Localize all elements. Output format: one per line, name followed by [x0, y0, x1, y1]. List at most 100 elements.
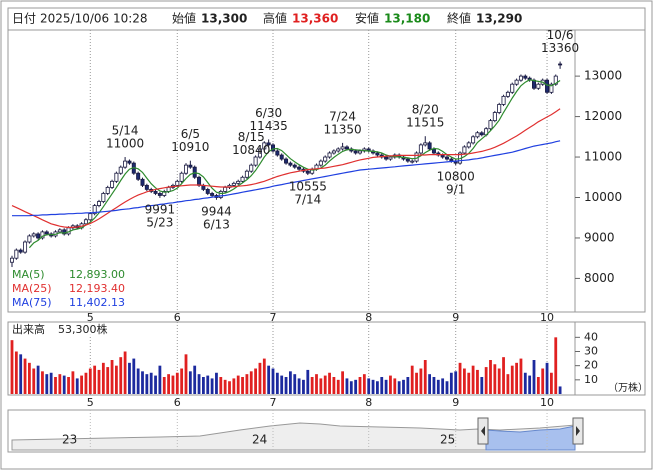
x-tick-label: 8: [365, 311, 372, 324]
volume-bar: [497, 368, 501, 394]
candle-body: [344, 146, 349, 150]
annotation-date: 6/13: [203, 217, 230, 231]
candle-body: [466, 142, 471, 148]
candle-body: [62, 229, 67, 235]
volume-bar: [80, 375, 83, 394]
candle-body: [545, 79, 550, 93]
volume-bar: [376, 381, 379, 394]
candle-body: [279, 154, 284, 160]
volume-bar: [175, 372, 179, 394]
volume-bar: [441, 378, 445, 394]
candle-body: [57, 229, 62, 233]
y-tick-label: 8000: [584, 271, 615, 285]
volume-bar: [402, 379, 405, 394]
volume-bar: [454, 371, 458, 394]
volume-bar: [10, 340, 14, 394]
handle-arrow: [576, 426, 580, 436]
volume-title: 出来高: [12, 322, 45, 336]
y-tick-label: 9000: [584, 230, 615, 244]
candle-body: [183, 164, 188, 174]
volume-bar: [115, 365, 118, 394]
volume-bar: [519, 358, 523, 394]
candle-body: [257, 148, 262, 158]
volume-bar: [467, 372, 471, 394]
candle-body: [497, 104, 502, 113]
candle-body: [270, 144, 275, 152]
volume-bar: [62, 375, 66, 394]
volume-bar: [349, 381, 353, 394]
volume-bar: [162, 377, 166, 394]
volume-bar: [384, 379, 388, 394]
x-tick-label: 7: [270, 396, 277, 409]
volume-bar: [371, 379, 375, 394]
candle-body: [18, 249, 23, 253]
volume-bar: [275, 372, 279, 394]
volume-bar: [532, 360, 536, 394]
volume-bar: [302, 379, 305, 394]
volume-bar: [423, 360, 427, 394]
volume-bar: [354, 379, 358, 394]
volume-bar: [58, 374, 62, 394]
close: 13,290: [476, 12, 522, 26]
candle-body: [110, 180, 115, 188]
candle-body: [40, 231, 45, 239]
volume-bar: [67, 377, 70, 394]
candle-body: [114, 172, 119, 182]
volume-bar: [14, 351, 18, 394]
candle-body: [292, 164, 297, 168]
candle-body: [514, 79, 519, 85]
volume-bar: [397, 381, 401, 394]
candle-body: [249, 164, 254, 172]
volume-bar: [406, 377, 410, 394]
volume-bar: [284, 377, 288, 394]
candle-body: [188, 164, 193, 168]
volume-bar: [49, 372, 53, 394]
navigator-window[interactable]: [485, 425, 576, 451]
volume-bar: [310, 377, 314, 394]
y-tick-label: 13000: [584, 69, 622, 83]
volume-bar: [389, 375, 392, 394]
annotation-value: 13360: [541, 41, 579, 55]
volume-bar: [167, 374, 170, 394]
volume-bar: [106, 367, 110, 394]
volume-bar: [54, 377, 57, 394]
volume-bar: [480, 377, 484, 394]
volume-bar: [315, 374, 318, 394]
candle-body: [23, 241, 28, 253]
candle-body: [92, 205, 97, 215]
open: 13,300: [201, 12, 247, 26]
candle-body: [231, 182, 236, 186]
volume-unit: （万株）: [608, 381, 648, 394]
candle-body: [353, 150, 358, 154]
annotation-value: 9944: [201, 204, 232, 218]
candle-body: [523, 75, 528, 79]
candle-body: [427, 142, 432, 150]
volume-bar: [202, 377, 205, 394]
volume-bar: [328, 372, 331, 394]
volume-bar: [332, 377, 336, 394]
volume-bar: [254, 368, 257, 394]
candle-body: [488, 120, 493, 130]
candle-body: [140, 178, 145, 186]
handle-arrow: [481, 426, 485, 436]
high: 13,360: [292, 12, 338, 26]
volume-bar: [110, 360, 114, 394]
volume-bar: [75, 378, 79, 394]
volume-bar: [219, 377, 223, 394]
annotation-value: 10840: [232, 143, 270, 157]
candle-body: [83, 219, 88, 225]
annotation-value: 11515: [406, 116, 444, 130]
volume-bar: [123, 351, 127, 394]
volume-bar: [358, 377, 362, 394]
volume-bar: [341, 371, 344, 394]
volume-bar: [476, 369, 479, 394]
volume-bar: [206, 375, 210, 394]
volume-bar: [101, 362, 105, 394]
candle-body: [418, 144, 423, 154]
candle-body: [501, 95, 506, 105]
candle-body: [118, 166, 123, 174]
candle-body: [27, 235, 32, 243]
volume-bar: [502, 357, 505, 394]
navigator-history: [11, 422, 576, 451]
